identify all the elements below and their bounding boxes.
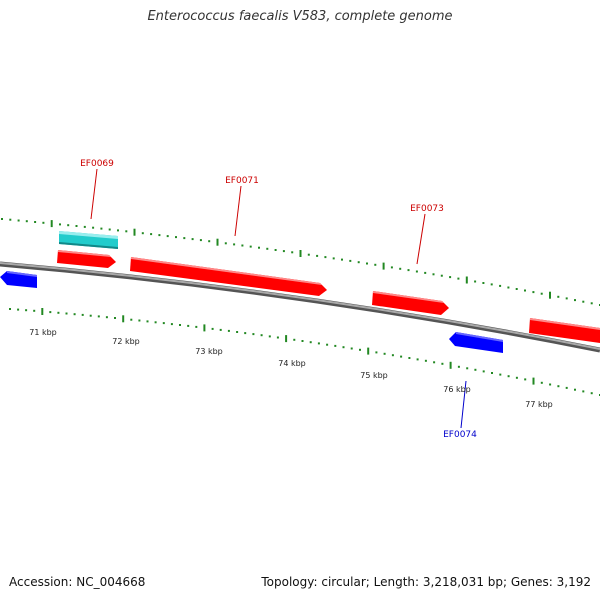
label-leaders [90, 168, 467, 429]
outer-tick-track [1, 218, 600, 306]
gene-forward-4[interactable] [529, 318, 600, 343]
gene-forward-1[interactable] [57, 250, 116, 268]
scale-label-71: 71 kbp [29, 328, 57, 337]
genome-backbone [0, 261, 600, 353]
scale-label-73: 73 kbp [195, 347, 223, 356]
scale-label-74: 74 kbp [278, 359, 306, 368]
gene-forward-ef0071[interactable] [130, 257, 327, 296]
scale-label-72: 72 kbp [112, 337, 140, 346]
gene-reverse-ef0074[interactable] [449, 332, 503, 353]
gene-label-ef0074[interactable]: EF0074 [443, 430, 477, 440]
gene-label-ef0069[interactable]: EF0069 [80, 159, 114, 169]
gene-forward-ef0073[interactable] [372, 291, 449, 315]
gene-reverse-1[interactable] [0, 271, 37, 288]
genome-summary-text: Topology: circular; Length: 3,218,031 bp… [261, 575, 591, 589]
gene-highlight[interactable] [59, 231, 118, 249]
scale-label-76: 76 kbp [443, 385, 471, 394]
genome-title: Enterococcus faecalis V583, complete gen… [147, 9, 453, 24]
accession-text: Accession: NC_004668 [9, 575, 146, 589]
inner-tick-track [9, 308, 600, 396]
scale-label-77: 77 kbp [525, 400, 553, 409]
gene-label-ef0071[interactable]: EF0071 [225, 176, 259, 186]
scale-label-75: 75 kbp [360, 371, 388, 380]
gene-label-ef0073[interactable]: EF0073 [410, 204, 444, 214]
